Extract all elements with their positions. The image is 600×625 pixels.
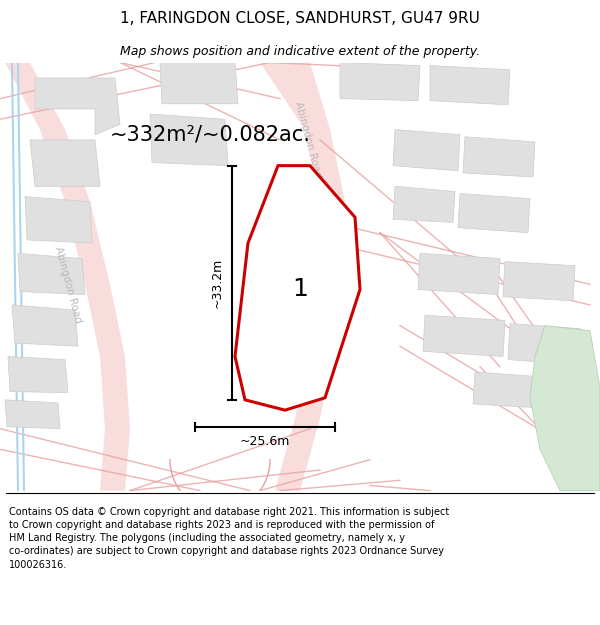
Text: Abingdon Road: Abingdon Road bbox=[53, 245, 83, 324]
Polygon shape bbox=[35, 78, 120, 135]
Polygon shape bbox=[458, 194, 530, 232]
Polygon shape bbox=[260, 62, 345, 491]
Text: Map shows position and indicative extent of the property.: Map shows position and indicative extent… bbox=[120, 45, 480, 58]
Polygon shape bbox=[393, 129, 460, 171]
Text: ~33.2m: ~33.2m bbox=[211, 258, 224, 308]
Polygon shape bbox=[423, 315, 505, 356]
Text: 1: 1 bbox=[292, 278, 308, 301]
Polygon shape bbox=[30, 140, 100, 186]
Polygon shape bbox=[418, 253, 500, 294]
Polygon shape bbox=[548, 382, 600, 421]
Polygon shape bbox=[430, 66, 510, 105]
Polygon shape bbox=[18, 253, 85, 294]
Polygon shape bbox=[530, 326, 600, 491]
Polygon shape bbox=[508, 324, 580, 365]
Text: 1, FARINGDON CLOSE, SANDHURST, GU47 9RU: 1, FARINGDON CLOSE, SANDHURST, GU47 9RU bbox=[120, 11, 480, 26]
Text: ~25.6m: ~25.6m bbox=[240, 435, 290, 448]
Polygon shape bbox=[0, 62, 130, 491]
Polygon shape bbox=[12, 305, 78, 346]
Polygon shape bbox=[340, 62, 420, 101]
Polygon shape bbox=[150, 114, 228, 166]
Polygon shape bbox=[393, 186, 455, 222]
Polygon shape bbox=[463, 137, 535, 177]
Text: Abingdon Road: Abingdon Road bbox=[293, 101, 323, 179]
Polygon shape bbox=[473, 372, 545, 408]
Text: ~332m²/~0.082ac.: ~332m²/~0.082ac. bbox=[110, 125, 310, 145]
Polygon shape bbox=[25, 197, 92, 243]
Polygon shape bbox=[8, 356, 68, 392]
Polygon shape bbox=[160, 62, 238, 104]
Text: Contains OS data © Crown copyright and database right 2021. This information is : Contains OS data © Crown copyright and d… bbox=[9, 507, 449, 569]
Polygon shape bbox=[235, 166, 360, 410]
Polygon shape bbox=[503, 262, 575, 301]
Polygon shape bbox=[5, 400, 60, 429]
